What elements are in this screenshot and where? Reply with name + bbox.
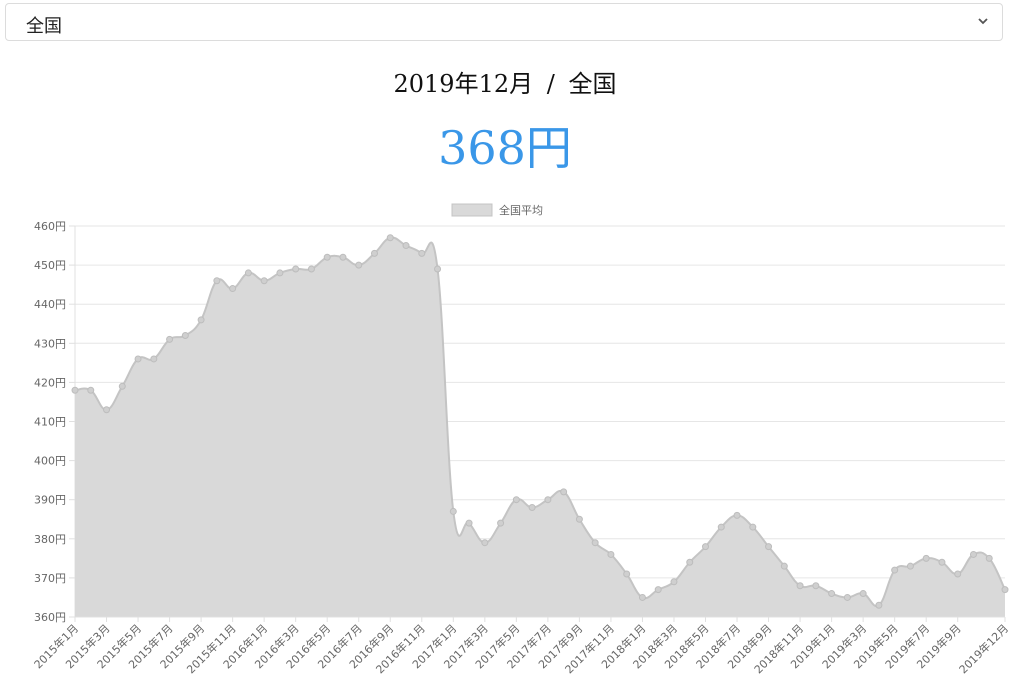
data-point: [607, 550, 615, 558]
data-point: [465, 519, 473, 527]
data-point: [481, 539, 489, 547]
x-tick-label: 2019年12月: [956, 621, 1011, 676]
data-point: [733, 511, 741, 519]
data-point: [213, 277, 221, 285]
y-tick-label: 360円: [34, 611, 66, 624]
data-point: [906, 562, 914, 570]
region-select[interactable]: 全国: [5, 3, 1003, 41]
y-tick-label: 370円: [34, 572, 66, 585]
y-tick-label: 400円: [34, 455, 66, 468]
data-point: [181, 331, 189, 339]
data-point: [292, 265, 300, 273]
data-point: [796, 582, 804, 590]
data-point: [686, 558, 694, 566]
data-point: [197, 316, 205, 324]
data-point: [512, 496, 520, 504]
data-point: [339, 253, 347, 261]
data-point: [875, 601, 883, 609]
data-point: [134, 355, 142, 363]
chevron-down-icon: [978, 18, 988, 25]
data-point: [749, 523, 757, 531]
data-point: [150, 355, 158, 363]
data-point: [922, 554, 930, 562]
data-point: [591, 539, 599, 547]
data-point: [244, 269, 252, 277]
data-point: [434, 265, 442, 273]
region-select-value: 全国: [26, 16, 62, 37]
y-tick-label: 420円: [34, 376, 66, 389]
data-point: [828, 590, 836, 598]
data-point: [544, 496, 552, 504]
data-point: [370, 249, 378, 257]
data-point: [717, 523, 725, 531]
data-point: [969, 550, 977, 558]
data-point: [859, 590, 867, 598]
y-tick-label: 450円: [34, 259, 66, 272]
data-point: [166, 335, 174, 343]
data-point: [402, 242, 410, 250]
data-point: [560, 488, 568, 496]
data-point: [229, 285, 237, 293]
page-title: 2019年12月 / 全国: [0, 64, 1010, 99]
y-tick-label: 440円: [34, 298, 66, 311]
data-point: [638, 593, 646, 601]
data-point: [654, 586, 662, 594]
data-point: [87, 386, 95, 394]
data-point: [307, 265, 315, 273]
data-point: [260, 277, 268, 285]
title-period: 2019年12月: [393, 70, 534, 98]
data-point: [843, 593, 851, 601]
data-point: [497, 519, 505, 527]
data-point: [528, 504, 536, 512]
legend-swatch: [451, 203, 493, 217]
series-area: [75, 237, 1005, 618]
data-point: [323, 253, 331, 261]
data-point: [985, 554, 993, 562]
data-point: [449, 507, 457, 515]
data-point: [276, 269, 284, 277]
y-tick-label: 460円: [34, 220, 66, 233]
data-point: [1001, 586, 1009, 594]
data-point: [118, 382, 126, 390]
y-tick-label: 380円: [34, 533, 66, 546]
data-point: [938, 558, 946, 566]
price-area-chart: 全国平均 360円 370円 380円 390円 400円 410円 420円 430円 440円…: [31, 203, 1011, 676]
data-point: [623, 570, 631, 578]
data-point: [780, 562, 788, 570]
current-price: 368円: [438, 121, 572, 175]
data-point: [954, 570, 962, 578]
data-point: [355, 261, 363, 269]
title-region: 全国: [568, 70, 617, 98]
data-point: [702, 543, 710, 551]
y-tick-label: 410円: [34, 416, 66, 429]
legend-label: 全国平均: [499, 203, 543, 217]
y-tick-label: 430円: [34, 337, 66, 350]
data-point: [765, 543, 773, 551]
data-point: [418, 249, 426, 257]
data-point: [670, 578, 678, 586]
data-point: [71, 386, 79, 394]
data-point: [575, 515, 583, 523]
y-tick-label: 390円: [34, 494, 66, 507]
data-point: [812, 582, 820, 590]
data-point: [103, 406, 111, 414]
title-separator: /: [546, 70, 555, 98]
data-point: [386, 234, 394, 242]
data-point: [891, 566, 899, 574]
